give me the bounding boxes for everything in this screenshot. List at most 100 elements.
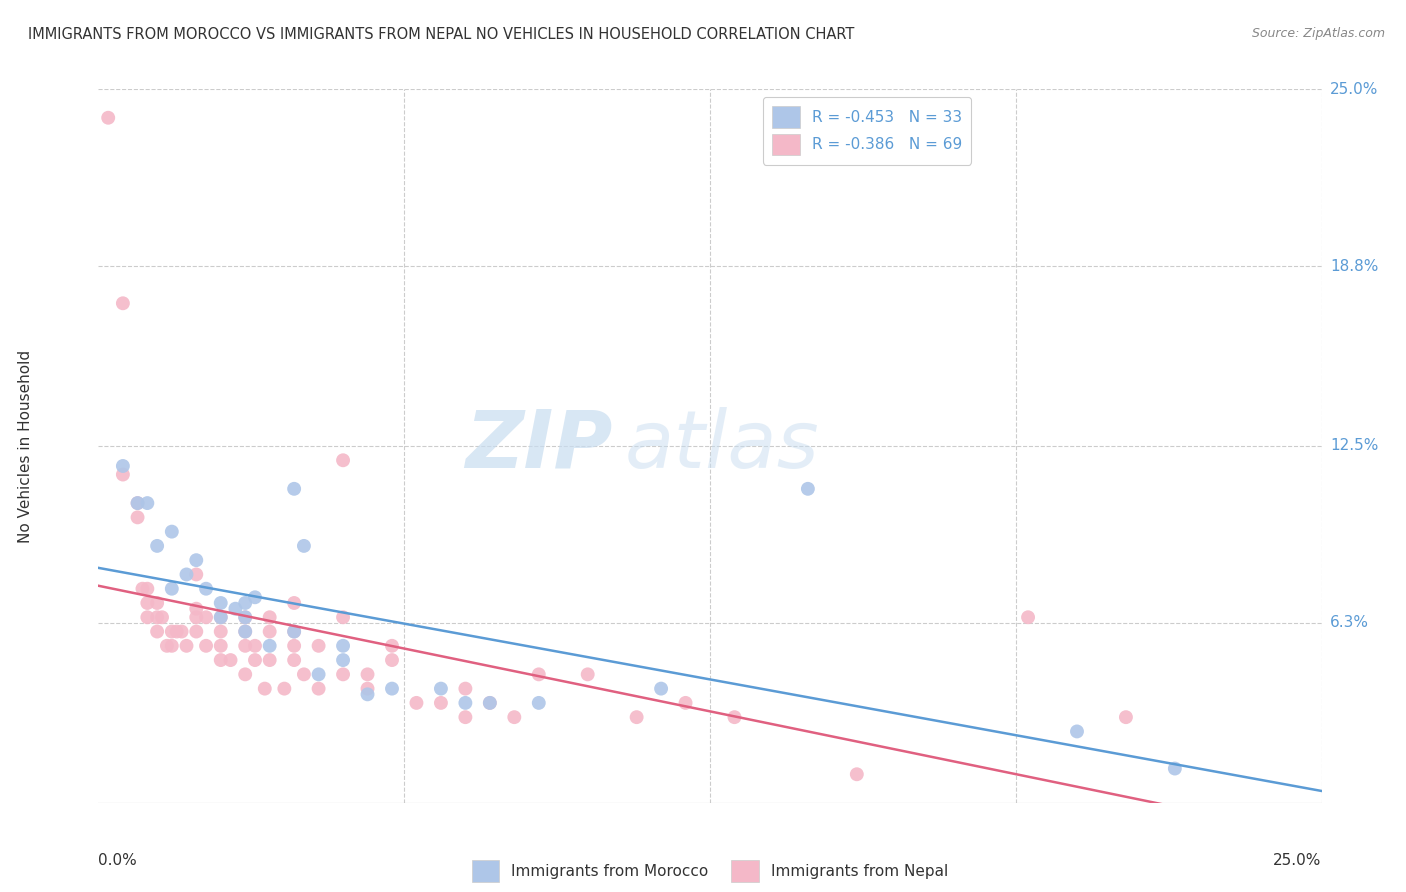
Point [243, 653, 266, 667]
Point [176, 639, 198, 653]
Point [209, 610, 232, 624]
Text: 0.0%: 0.0% [98, 853, 138, 868]
Point [332, 453, 354, 467]
Point [233, 624, 256, 639]
Point [233, 639, 256, 653]
Point [160, 582, 183, 596]
Point [675, 696, 697, 710]
Point [576, 667, 599, 681]
Point [127, 496, 149, 510]
Text: 25.0%: 25.0% [1330, 82, 1378, 96]
Point [381, 639, 404, 653]
Point [111, 467, 134, 482]
Point [308, 681, 330, 696]
Point [283, 624, 305, 639]
Point [127, 496, 149, 510]
Point [176, 567, 198, 582]
Point [478, 696, 501, 710]
Point [195, 610, 218, 624]
Point [233, 667, 256, 681]
Point [527, 696, 550, 710]
Point [136, 610, 159, 624]
Point [209, 639, 232, 653]
Point [233, 624, 256, 639]
Point [332, 639, 354, 653]
Point [405, 696, 427, 710]
Point [146, 624, 169, 639]
Point [381, 653, 404, 667]
Point [1066, 724, 1088, 739]
Point [356, 681, 378, 696]
Point [186, 553, 208, 567]
Point [430, 696, 453, 710]
Point [292, 667, 315, 681]
Text: 12.5%: 12.5% [1330, 439, 1378, 453]
Point [454, 696, 477, 710]
Point [136, 596, 159, 610]
Point [259, 639, 281, 653]
Point [797, 482, 820, 496]
Point [150, 610, 173, 624]
Point [292, 539, 315, 553]
Point [136, 582, 159, 596]
Point [259, 610, 281, 624]
Point [160, 524, 183, 539]
Point [356, 687, 378, 701]
Text: atlas: atlas [624, 407, 820, 485]
Point [243, 639, 266, 653]
Point [97, 111, 120, 125]
Point [308, 667, 330, 681]
Point [186, 624, 208, 639]
Point [146, 539, 169, 553]
Point [1164, 762, 1187, 776]
Point [283, 653, 305, 667]
Text: Source: ZipAtlas.com: Source: ZipAtlas.com [1251, 27, 1385, 40]
Point [195, 582, 218, 596]
Point [1115, 710, 1137, 724]
Point [332, 653, 354, 667]
Point [186, 610, 208, 624]
Point [131, 582, 153, 596]
Point [233, 610, 256, 624]
Point [332, 610, 354, 624]
Point [503, 710, 526, 724]
Point [219, 653, 242, 667]
Point [111, 458, 134, 473]
Point [259, 653, 281, 667]
Point [283, 639, 305, 653]
Text: 25.0%: 25.0% [1274, 853, 1322, 868]
Point [186, 567, 208, 582]
Text: 6.3%: 6.3% [1330, 615, 1369, 631]
Point [283, 482, 305, 496]
Point [195, 639, 218, 653]
Point [136, 496, 159, 510]
Point [209, 653, 232, 667]
Point [146, 596, 169, 610]
Point [259, 624, 281, 639]
Point [160, 624, 183, 639]
Legend: Immigrants from Morocco, Immigrants from Nepal: Immigrants from Morocco, Immigrants from… [465, 854, 955, 888]
Point [454, 710, 477, 724]
Point [170, 624, 193, 639]
Point [209, 610, 232, 624]
Point [356, 667, 378, 681]
Point [127, 510, 149, 524]
Point [186, 601, 208, 615]
Point [233, 610, 256, 624]
Point [233, 596, 256, 610]
Point [381, 681, 404, 696]
Point [308, 639, 330, 653]
Point [166, 624, 188, 639]
Point [283, 624, 305, 639]
Point [253, 681, 276, 696]
Point [209, 624, 232, 639]
Point [845, 767, 868, 781]
Text: No Vehicles in Household: No Vehicles in Household [17, 350, 32, 542]
Point [273, 681, 295, 696]
Text: ZIP: ZIP [465, 407, 612, 485]
Point [626, 710, 648, 724]
Point [156, 639, 179, 653]
Text: 18.8%: 18.8% [1330, 259, 1378, 274]
Point [478, 696, 501, 710]
Point [146, 610, 169, 624]
